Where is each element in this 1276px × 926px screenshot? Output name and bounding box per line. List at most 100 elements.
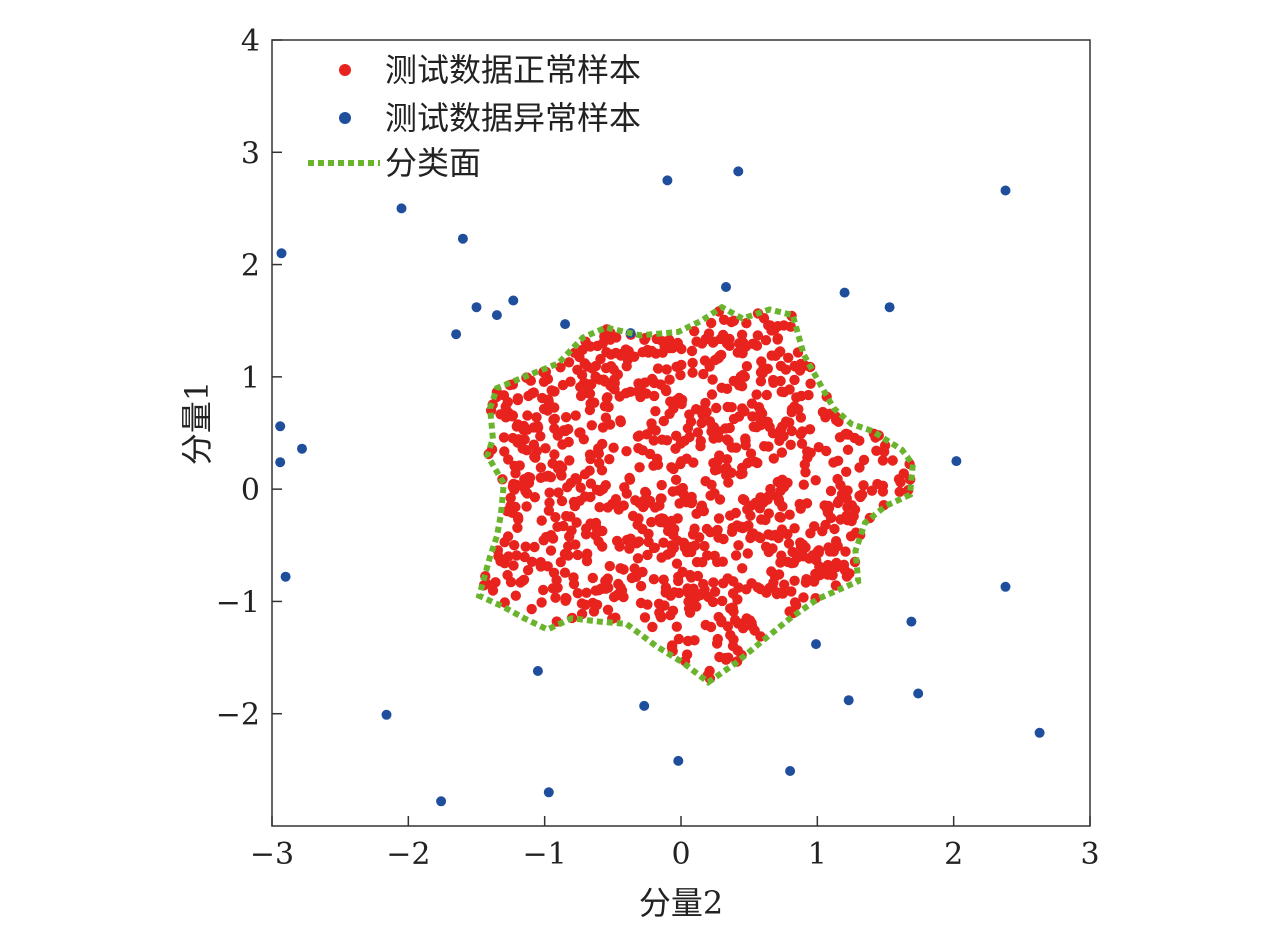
anomaly-point [297,443,307,454]
normal-point [675,458,686,470]
normal-point [821,445,832,457]
normal-point [630,495,641,506]
normal-point [510,468,521,479]
normal-point [737,563,748,574]
normal-point [545,530,557,541]
normal-point [858,454,870,466]
y-tick-label: −1 [216,585,260,620]
normal-point [495,556,506,567]
legend-marker-normal [339,64,351,76]
normal-point [677,482,688,494]
normal-point [672,337,683,349]
normal-point [755,367,767,378]
normal-point [586,420,597,431]
normal-point [511,550,522,561]
normal-point [540,443,551,454]
normal-point [722,573,733,584]
normal-point [842,429,854,440]
normal-point [672,513,683,524]
normal-point [526,556,538,567]
x-tick-label: 2 [944,837,963,872]
normal-point [535,557,546,568]
normal-point [734,521,746,532]
normal-point [695,441,706,452]
normal-point [640,486,651,498]
normal-point [796,390,807,402]
normal-point [795,412,807,423]
normal-point [648,435,659,446]
normal-point [894,486,905,497]
normal-point [763,441,774,452]
normal-point [725,603,736,614]
normal-point [557,379,569,391]
normal-point [544,487,555,498]
normal-point [708,577,719,588]
normal-point [597,338,608,349]
normal-point [650,348,662,359]
normal-point [621,488,632,499]
normal-point [848,511,859,522]
normal-point [732,618,744,629]
anomaly-point [673,755,684,766]
normal-point [754,503,765,514]
normal-point [579,377,590,388]
normal-point [687,357,698,369]
normal-point [522,488,533,499]
normal-point [517,443,528,454]
normal-point [712,633,723,645]
normal-point [650,406,661,417]
normal-point [726,467,737,478]
normal-point [761,389,772,401]
normal-point [633,536,645,547]
normal-point [566,525,577,536]
normal-point [526,603,537,615]
normal-point [706,389,718,400]
normal-point [624,543,635,554]
normal-point [559,567,571,578]
normal-point [747,411,758,422]
normal-point [604,560,615,572]
normal-point [577,344,588,355]
y-tick-label: 0 [241,473,260,508]
normal-point [545,545,557,556]
normal-point [637,566,648,578]
normal-point [751,340,763,351]
normal-point [858,480,869,491]
normal-point [805,378,816,389]
normal-point [829,523,840,535]
normal-point [662,525,674,537]
normal-point [836,489,848,500]
normal-point [691,556,703,568]
x-tick-label: −2 [386,837,430,872]
normal-point [568,578,580,590]
normal-point [505,492,516,504]
normal-point [582,548,593,559]
normal-point [722,401,733,413]
normal-point [684,409,695,420]
normal-point [686,345,698,357]
normal-point [563,424,574,435]
normal-point [563,357,575,368]
normal-point [733,411,745,422]
normal-point [650,425,661,436]
normal-point [737,468,748,479]
normal-point [520,541,531,552]
normal-point [618,564,629,575]
normal-point [618,500,629,511]
anomaly-point [276,248,287,259]
normal-point [510,590,521,601]
anomaly-point [451,329,462,340]
normal-point [570,473,581,484]
normal-point [664,408,675,419]
normal-point [728,634,739,645]
normal-point [607,382,618,393]
normal-point [700,397,711,409]
normal-point [543,505,555,516]
normal-point [623,346,634,357]
normal-point [647,373,658,385]
normal-point [682,583,693,594]
normal-point [660,582,672,593]
normal-point [774,511,785,523]
y-tick-label: 1 [241,361,260,396]
normal-point [752,330,763,341]
